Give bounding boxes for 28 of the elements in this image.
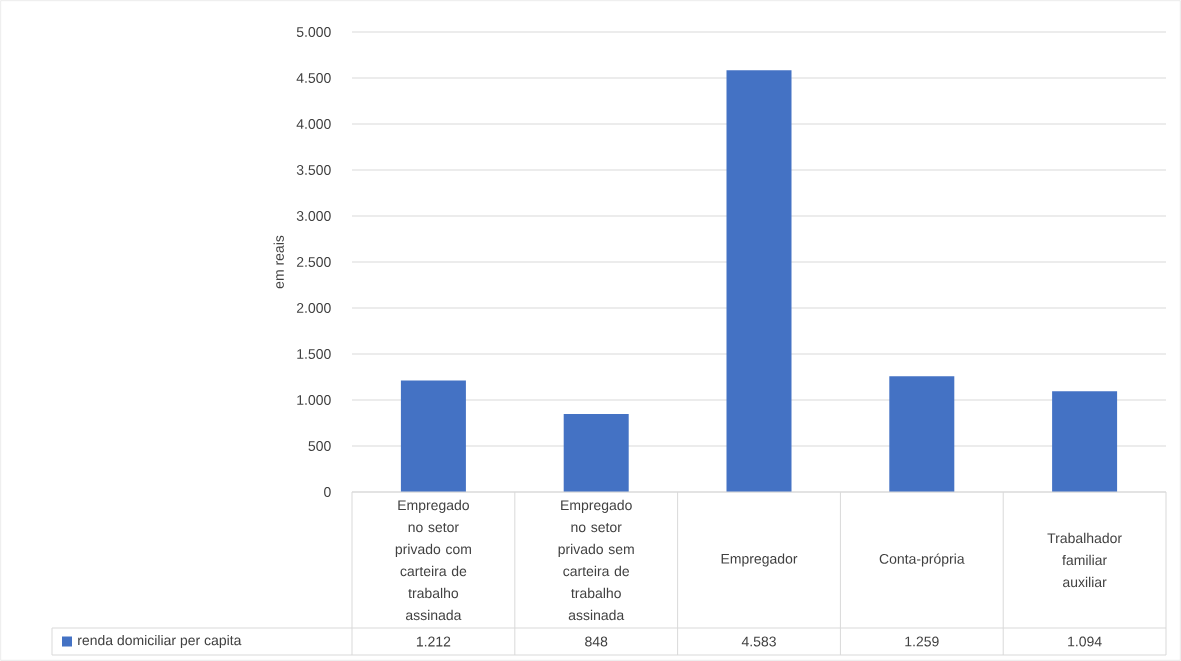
data-label: 848 [585,636,608,647]
y-tick-label: 4.500 [296,73,331,83]
data-label: 1.212 [416,636,451,647]
y-tick-label: 5.000 [296,27,331,37]
data-label: 1.259 [905,636,939,647]
y-tick-label: 2.500 [296,257,331,267]
bar [889,376,955,492]
y-tick-label: 1.500 [297,349,331,359]
y-tick-label: 1.000 [297,395,331,405]
data-label: 4.583 [741,636,776,647]
bar [563,413,629,492]
y-axis-title: em reais [273,235,284,289]
y-tick-label: 3.000 [296,211,331,221]
x-tick-label: Empregador [721,553,798,567]
y-tick-label: 0 [324,487,331,497]
bar [726,70,792,492]
x-tick-label: Trabalhador familiar auxiliar [1047,532,1122,588]
y-tick-label: 3.500 [296,165,331,175]
data-label: 1.094 [1068,636,1102,647]
x-tick-label: Empregado no setor privado sem carteira de trabalho assinada [558,499,634,621]
legend-label: renda domiciliar per capita [78,634,242,649]
y-tick-label: 2.000 [296,303,331,313]
y-tick-label: 500 [308,441,331,451]
y-tick-label: 4.000 [296,119,331,129]
bar [1052,391,1118,492]
bar [400,380,466,492]
x-tick-label: Conta-própria [879,553,965,567]
x-tick-label: Empregado no setor privado com carteira de trabalho assinada [395,499,471,621]
